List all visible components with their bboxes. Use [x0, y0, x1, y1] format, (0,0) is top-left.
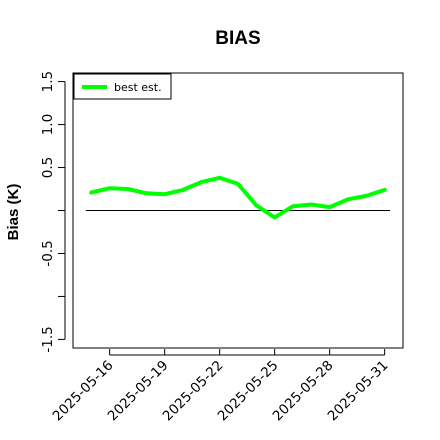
data-point [346, 197, 350, 201]
data-point [163, 192, 167, 196]
y-axis: -1.5 -0.5 0.5 1.0 1.5 [40, 71, 66, 353]
data-point [108, 186, 112, 190]
legend: best est. [73, 73, 172, 100]
data-point [144, 191, 148, 195]
data-point [364, 194, 368, 198]
y-tick-label: -0.5 [40, 240, 56, 266]
data-point [126, 187, 130, 191]
y-tick-label: 0.5 [40, 157, 56, 178]
y-tick-label: 1.5 [40, 71, 56, 92]
data-point [328, 205, 332, 209]
data-point [199, 180, 203, 184]
data-point [236, 182, 240, 186]
data-point [181, 188, 185, 192]
legend-label: best est. [114, 81, 162, 94]
data-point [273, 215, 277, 219]
data-point [309, 202, 313, 206]
y-axis-label: Bias (K) [5, 184, 22, 241]
y-tick-label: 1.0 [40, 114, 56, 135]
data-point [218, 176, 222, 180]
plot-frame [72, 72, 404, 349]
series-layer [89, 175, 387, 220]
data-point [254, 203, 258, 207]
data-point [89, 190, 93, 194]
y-tick-label: -1.5 [40, 326, 56, 352]
data-point [383, 188, 387, 192]
x-axis: 2025-05-162025-05-192025-05-222025-05-25… [50, 349, 391, 424]
chart-title: BIAS [215, 28, 260, 49]
data-point [291, 204, 295, 208]
